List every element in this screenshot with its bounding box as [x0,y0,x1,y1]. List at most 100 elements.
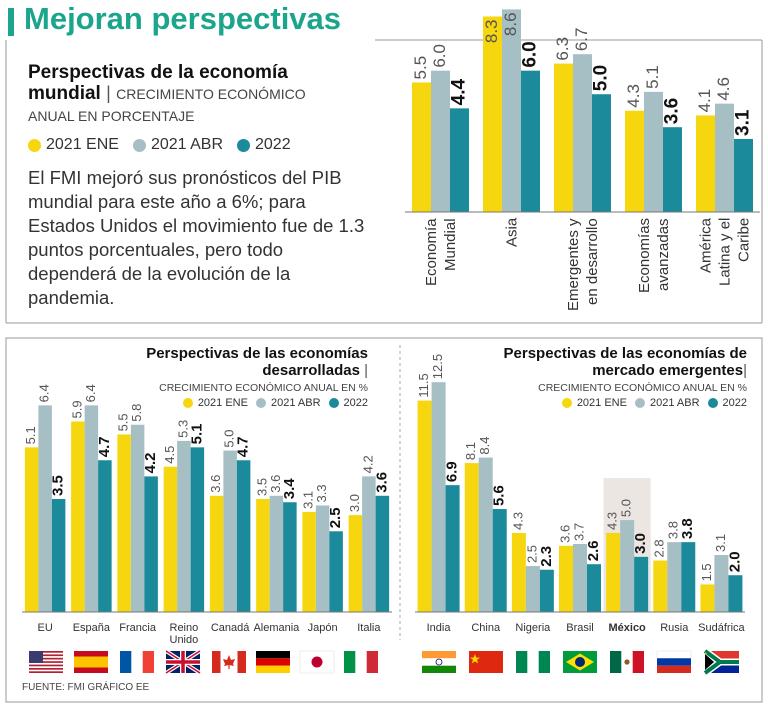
separator: | [743,362,747,379]
value-label: 3.1 [301,491,316,509]
value-label: 3.6 [373,472,390,493]
flag-shape [344,651,356,673]
value-label: 4.7 [96,436,113,457]
bar [431,70,450,213]
legend: 2021 ENE 2021 ABR 2022 [28,136,291,154]
flag-shape [705,651,739,662]
flag-shape [422,658,456,666]
bar [130,424,145,612]
bar [511,532,526,612]
chart-heading: Perspectivas de la economía mundial | CR… [28,62,348,127]
flag-uk [164,649,202,675]
bar [190,447,205,612]
value-label: 6.9 [444,461,461,482]
flag-jp [299,650,335,674]
bar [483,16,502,212]
category-label: Emergentes y en desarrollo [564,218,601,311]
flag-shape [29,651,63,653]
bar [163,466,178,612]
flag-shape [29,654,63,657]
value-label: 5.8 [129,404,144,422]
bar [450,108,469,212]
bar [587,564,601,612]
category-label: Reino Unido [169,622,199,646]
bar [98,460,112,612]
bar [38,405,52,612]
flag-shape [256,665,290,673]
value-label: 12.5 [430,354,445,379]
bar [644,91,663,212]
chart-heading: Perspectivas de las economías desarrolla… [88,345,368,409]
legend-item: 2021 ABR [132,136,223,154]
flag-shape [657,665,691,673]
bar [375,495,390,612]
legend-swatch [634,398,645,408]
legend-label: 2021 ABR [270,397,321,409]
value-label: 5.1 [23,426,38,444]
bar [573,54,592,212]
value-label: 6.4 [37,384,52,402]
category-label: Rusia [660,622,689,634]
value-label: 4.5 [162,446,177,464]
flag-shape [256,651,290,659]
bar [492,509,507,612]
bar [700,584,715,612]
bar [256,499,270,612]
flag-shape [237,651,246,673]
value-label: 4.1 [695,89,714,113]
category-label: Canadá [210,622,250,634]
category-label: Alemania [253,622,300,634]
bar [625,110,644,212]
value-label: 4.2 [360,455,375,473]
category-label: Sudáfrica [698,622,745,634]
legend-label: 2021 ENE [197,397,248,409]
bar [362,476,376,612]
value-label: 8.6 [501,12,520,36]
value-label: 5.3 [175,420,190,438]
value-label: 4.3 [624,84,643,108]
flags [29,648,739,676]
bar [412,82,431,212]
flag-shape [575,657,585,667]
flag-shape [256,658,290,666]
flag-cn [469,651,503,673]
category-label: India [426,622,451,634]
bar [734,138,753,212]
flag-shape [656,650,692,659]
value-label: 3.6 [208,475,223,493]
value-label: 3.5 [254,478,269,496]
flag-shape [29,671,63,673]
value-label: 5.1 [643,65,662,89]
flag-shape [624,659,630,665]
flag-shape [470,654,480,664]
bar [283,502,297,612]
page-title: Mejoran perspectivas [24,1,341,36]
legend-item: 2022 [237,136,291,154]
bar [573,543,587,612]
value-label: 5.0 [591,65,612,91]
flag-shape [422,665,456,673]
bar [417,400,432,612]
value-label: 3.8 [666,521,681,539]
flag-shape [228,665,230,669]
source: FUENTE: FMI GRÁFICO EE [22,682,150,693]
panel-border [5,337,763,703]
bar [209,495,224,612]
legend-swatch [182,398,193,408]
bar [696,115,715,212]
chart-subtitle: CRECIMIENTO ECONÓMICO ANUAL EN PORCENTAJ… [28,86,306,124]
category-label: Nigeria [515,622,551,634]
category-label: Economías avanzadas [635,218,672,294]
flag-shape [212,651,221,673]
value-label: 3.6 [557,525,572,543]
bar [554,63,573,212]
value-label: 4.6 [714,77,733,101]
flag-shape [29,661,63,663]
flag-ru [656,650,692,673]
value-label: 2.5 [327,507,344,528]
category-label: Italia [357,622,381,634]
bar [634,556,649,612]
flag-de [256,651,290,673]
flag-ca [212,651,246,673]
bar [177,440,191,612]
